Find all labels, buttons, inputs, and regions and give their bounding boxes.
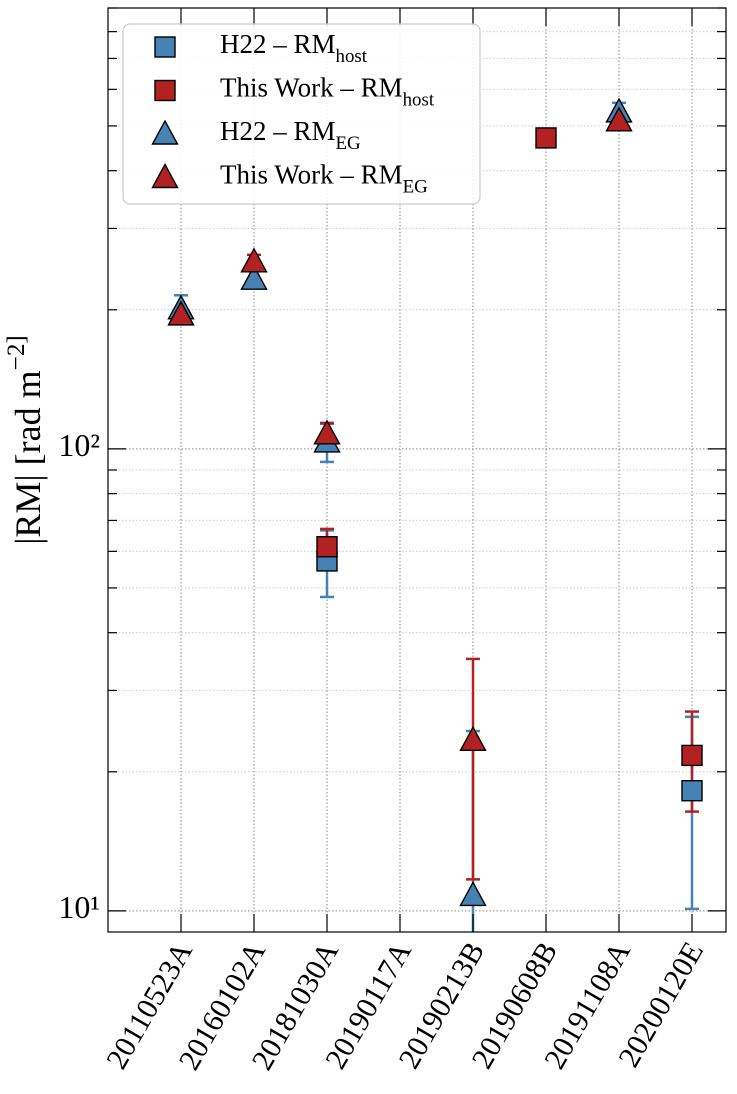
legend-marker (151, 163, 179, 189)
triangle-marker (240, 247, 268, 273)
marks (167, 97, 703, 932)
y-tick-label: 10² (58, 427, 100, 463)
y-tick-label: 10¹ (58, 889, 100, 925)
square-marker (681, 744, 703, 767)
triangle-marker (240, 264, 268, 290)
triangle-marker (605, 106, 633, 132)
square-marker (681, 780, 703, 802)
triangle-marker (313, 419, 341, 445)
legend: H22 – RMhost This Work – RMhost H22 – RMEG… (122, 23, 481, 205)
legend-label: H22 – RMEG (220, 116, 361, 154)
square-marker (316, 536, 338, 558)
legend-label: This Work – RMhost (220, 73, 435, 111)
legend-marker (154, 79, 176, 102)
triangle-marker (459, 880, 487, 907)
triangle-marker (167, 300, 195, 326)
legend-marker (154, 36, 176, 58)
triangle-marker (459, 725, 487, 751)
legend-marker (151, 119, 179, 145)
legend-box (122, 23, 481, 205)
y-axis-label: |RM| [rad m−2] (3, 335, 48, 545)
legend-label: This Work – RMEG (220, 160, 428, 198)
legend-label: H22 – RMhost (220, 29, 368, 67)
square-marker (535, 127, 557, 149)
